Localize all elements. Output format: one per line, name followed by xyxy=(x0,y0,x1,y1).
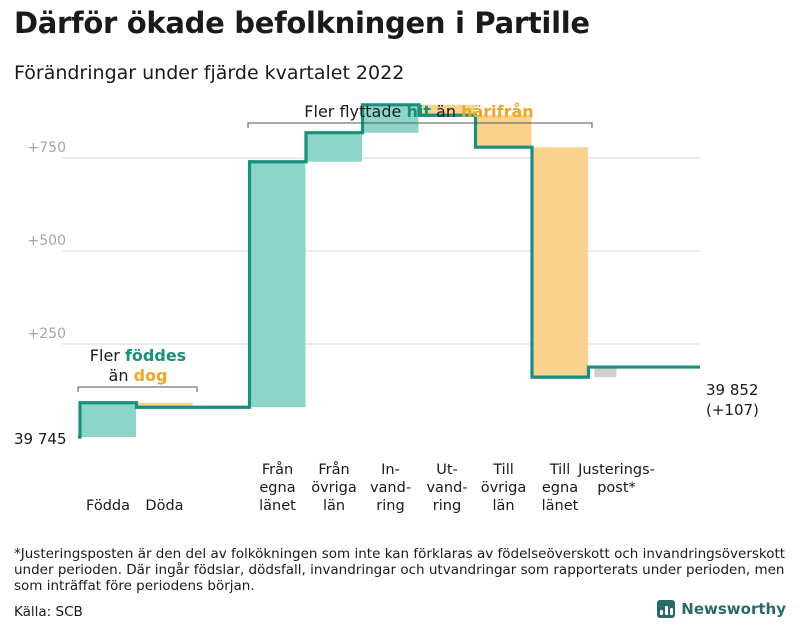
x-tick-label: Ut- xyxy=(436,462,458,478)
x-tick-label: övriga xyxy=(311,480,357,496)
bar-adjustment xyxy=(594,367,617,378)
x-tick-label: ring xyxy=(376,498,404,514)
x-tick-label: ring xyxy=(433,498,461,514)
annotation-text-part: Fler flyttade xyxy=(304,102,406,121)
y-tick-labels: +250 +500 +750 xyxy=(28,140,66,342)
annotation-text-part: föddes xyxy=(125,346,186,365)
x-tick-label: Från xyxy=(318,461,349,478)
annotation-text-part: hit xyxy=(406,102,431,121)
annotation-text-part: än xyxy=(431,102,461,121)
annotation-text: än dog xyxy=(109,366,168,385)
x-tick-label: vand- xyxy=(370,480,411,496)
annotation-text-part: dog xyxy=(134,366,168,385)
bar-decrease xyxy=(475,115,532,148)
x-tick-label: Justerings- xyxy=(577,462,655,478)
x-tick-label: Från xyxy=(262,461,293,478)
annotations: Fler flyttade hit än härifrån Fler föddes… xyxy=(77,102,593,392)
x-tick-label: övriga xyxy=(481,480,527,496)
bar-increase xyxy=(249,161,306,408)
x-tick-label: In- xyxy=(381,462,400,478)
y-tick-label: +500 xyxy=(28,233,66,249)
x-tick-label: länet xyxy=(259,498,296,514)
brand-name: Newsworthy xyxy=(681,600,786,618)
x-tick-label: Födda xyxy=(86,498,130,514)
source-credit: Källa: SCB xyxy=(14,604,83,620)
bar-increase xyxy=(306,132,362,162)
x-tick-label: länet xyxy=(542,498,579,514)
waterfall-chart: +250 +500 +750 Fler flyttade hit än härifr… xyxy=(14,102,759,514)
annotation-text-part: än xyxy=(109,366,134,385)
start-value-label: 39 745 xyxy=(14,430,67,448)
grid-lines xyxy=(62,157,700,345)
annotation-text: Fler flyttade hit än härifrån xyxy=(304,102,533,121)
x-tick-label: län xyxy=(323,498,345,514)
cumulative-step-line xyxy=(78,103,700,439)
end-value-label: 39 852 xyxy=(706,381,759,399)
bar-decrease xyxy=(136,402,193,408)
x-tick-label: Döda xyxy=(145,498,183,514)
bar-decrease xyxy=(532,147,588,378)
chart-title: Därför ökade befolkningen i Partille xyxy=(14,6,590,40)
annotation-text-part: härifrån xyxy=(461,102,534,121)
end-change-label: (+107) xyxy=(706,401,759,419)
bar-decrease xyxy=(419,104,475,116)
newsworthy-logo: Newsworthy xyxy=(657,600,786,618)
x-tick-label: Till xyxy=(549,462,571,478)
x-tick-label: Till xyxy=(492,462,514,478)
x-tick-label: län xyxy=(492,498,514,514)
x-tick-label: post* xyxy=(597,480,636,496)
chart-subtitle: Förändringar under fjärde kvartalet 2022 xyxy=(14,62,405,84)
y-tick-label: +750 xyxy=(28,140,66,156)
bar-chart-icon xyxy=(657,600,676,618)
x-tick-label: egna xyxy=(259,480,295,496)
annotation-text-part: Fler xyxy=(90,346,125,365)
bar-increase xyxy=(362,104,419,133)
x-tick-label: vand- xyxy=(426,480,467,496)
bars xyxy=(80,104,617,437)
annotation-bracket xyxy=(77,386,198,392)
annotation-text: Fler föddes xyxy=(90,346,186,365)
bar-increase xyxy=(80,402,136,437)
annotation-bracket xyxy=(247,122,593,128)
x-axis-labels: Födda Döda Från egna länet Från övriga län In-va… xyxy=(86,461,655,514)
y-tick-label: +250 xyxy=(28,326,66,342)
footnote: *Justeringsposten är den del av folkökni… xyxy=(14,546,786,594)
x-tick-label: egna xyxy=(542,480,578,496)
